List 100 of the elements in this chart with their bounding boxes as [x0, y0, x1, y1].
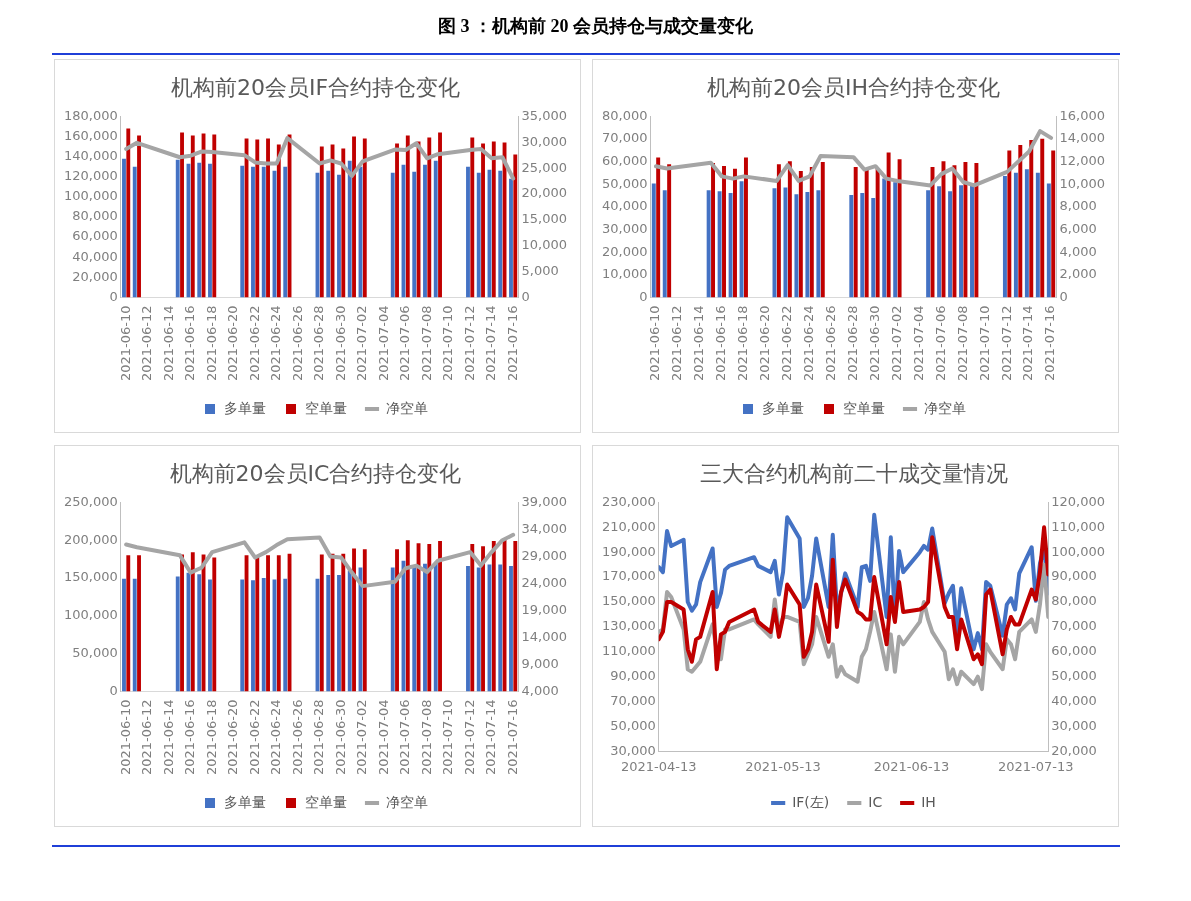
bar	[893, 182, 898, 298]
bar	[319, 146, 324, 298]
bar	[776, 164, 781, 298]
x-tick-label: 2021-06-30	[332, 699, 348, 776]
bar	[180, 132, 184, 298]
legend-label: 多单量	[224, 399, 266, 416]
bar	[498, 564, 503, 692]
x-tick-label: 2021-07-13	[998, 758, 1074, 774]
legend-label: 净空单	[386, 793, 428, 810]
y2-tick-label: 12,000	[1059, 153, 1106, 169]
bar	[711, 163, 716, 298]
y2-tick-label: 80,000	[1051, 593, 1097, 609]
x-tick-label: 2021-07-06	[932, 305, 948, 382]
x-tick-label: 2021-06-16	[182, 305, 198, 382]
bar	[1035, 172, 1040, 298]
bar	[476, 172, 481, 298]
y-tick-label: 80,000	[601, 107, 648, 123]
x-tick-label: 2021-05-13	[745, 758, 821, 774]
y-tick-label: 170,000	[601, 568, 656, 584]
legend-label: IH	[921, 793, 936, 810]
x-tick-label: 2021-06-28	[311, 305, 327, 382]
bar	[963, 161, 968, 298]
legend-label: 多单量	[224, 793, 266, 810]
y2-tick-label: 8,000	[1059, 198, 1097, 214]
x-tick-label: 2021-07-10	[976, 305, 992, 382]
x-tick-label: 2021-06-22	[779, 305, 795, 382]
legend-label: IC	[868, 793, 883, 810]
y2-tick-label: 39,000	[521, 493, 568, 509]
chart-title: 机构前20会员IF合约持仓变化	[170, 74, 461, 100]
bar	[481, 546, 485, 692]
x-tick-label: 2021-07-12	[461, 699, 477, 776]
bar	[509, 178, 513, 298]
y-tick-label: 50,000	[601, 175, 648, 191]
bar	[739, 181, 744, 298]
bar	[423, 563, 427, 692]
chart-title: 机构前20会员IC合约持仓变化	[169, 460, 462, 486]
bar	[326, 170, 331, 298]
y-tick-label: 20,000	[601, 243, 648, 259]
bar	[175, 576, 180, 692]
chart-title: 三大合约机构前二十成交量情况	[699, 460, 1008, 486]
y2-tick-label: 4,000	[1059, 243, 1097, 259]
bar	[427, 543, 432, 692]
y2-tick-label: 110,000	[1051, 518, 1106, 534]
x-tick-label: 2021-07-16	[504, 699, 520, 776]
x-tick-label: 2021-06-26	[822, 305, 838, 382]
y2-tick-label: 50,000	[1051, 668, 1097, 684]
bar	[341, 148, 346, 298]
x-tick-label: 2021-06-20	[225, 699, 241, 776]
bar	[1051, 150, 1056, 298]
x-tick-label: 2021-07-08	[418, 699, 434, 776]
legend-label: 净空单	[924, 399, 966, 416]
bar	[1007, 150, 1012, 298]
bar	[122, 158, 126, 298]
bar	[509, 565, 513, 692]
bar	[390, 172, 395, 298]
x-tick-label: 2021-06-14	[160, 699, 176, 776]
x-tick-label: 2021-06-10	[117, 305, 133, 382]
y-tick-label: 90,000	[610, 668, 656, 684]
y-tick-label: 70,000	[601, 130, 648, 146]
y-tick-label: 0	[109, 288, 118, 304]
x-tick-label: 2021-07-02	[888, 305, 904, 382]
bar	[959, 185, 964, 298]
x-tick-label: 2021-06-20	[225, 305, 241, 382]
bar	[466, 565, 470, 692]
bar	[864, 169, 869, 298]
y2-tick-label: 90,000	[1051, 568, 1097, 584]
bar	[470, 137, 475, 298]
y2-tick-label: 60,000	[1051, 643, 1097, 659]
bar	[337, 575, 341, 692]
bar	[126, 555, 131, 692]
y-tick-label: 100,000	[63, 607, 118, 623]
y-tick-label: 120,000	[63, 168, 118, 184]
x-tick-label: 2021-07-06	[397, 699, 413, 776]
y2-tick-label: 25,000	[521, 159, 568, 175]
bar	[326, 575, 331, 692]
y-tick-label: 30,000	[610, 742, 656, 758]
bar	[122, 578, 126, 692]
x-tick-label: 2021-07-12	[998, 305, 1014, 382]
y2-tick-label: 15,000	[521, 211, 568, 227]
bar	[816, 190, 821, 298]
y-tick-label: 190,000	[601, 543, 656, 559]
y2-tick-label: 14,000	[1059, 130, 1106, 146]
y2-tick-label: 100,000	[1051, 543, 1106, 559]
bar	[362, 549, 367, 692]
bar	[240, 579, 245, 692]
bar	[948, 191, 953, 298]
y2-tick-label: 35,000	[521, 107, 568, 123]
bar	[970, 185, 974, 298]
bar	[412, 171, 417, 298]
y2-tick-label: 40,000	[1051, 692, 1097, 708]
bar	[498, 170, 503, 298]
bar	[390, 567, 395, 692]
y-tick-label: 60,000	[72, 228, 118, 244]
y2-tick-label: 24,000	[521, 574, 568, 590]
x-tick-label: 2021-06-24	[268, 305, 284, 382]
bar	[240, 165, 245, 298]
y2-tick-label: 14,000	[521, 628, 568, 644]
y2-tick-label: 120,000	[1051, 493, 1106, 509]
x-tick-label: 2021-06-28	[844, 305, 860, 382]
bar	[197, 162, 202, 298]
